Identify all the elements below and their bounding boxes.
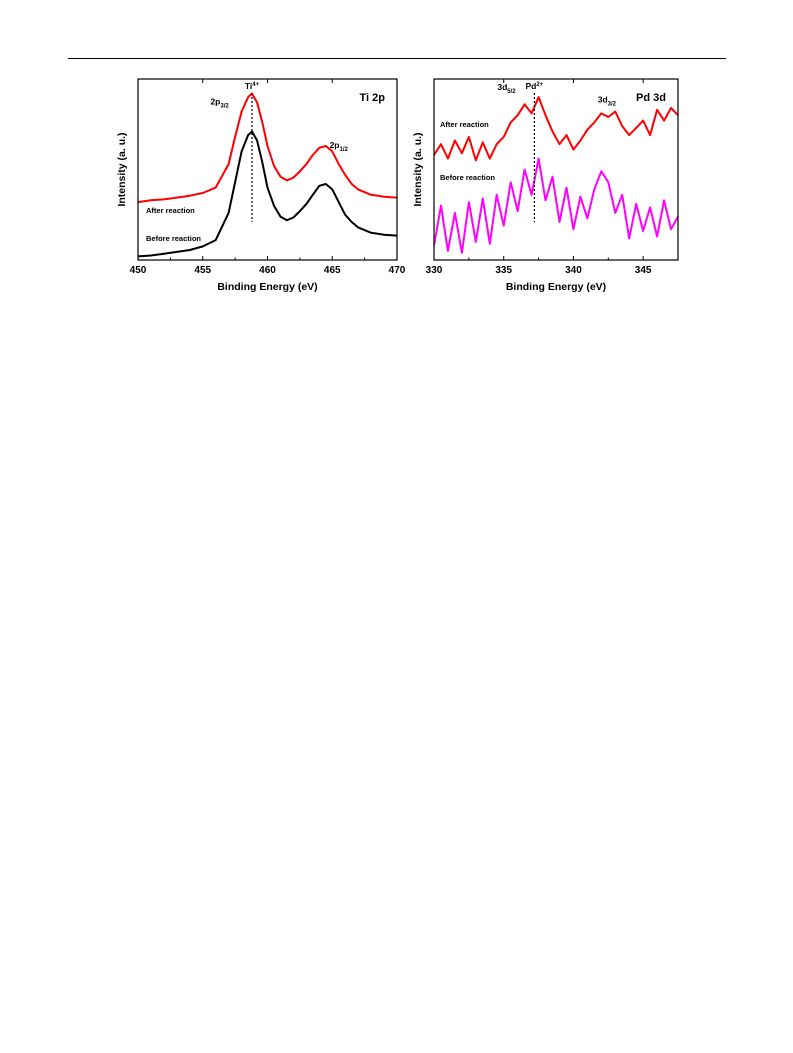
x-tick-label: 330 xyxy=(426,265,443,276)
x-tick-label: 340 xyxy=(565,265,582,276)
x-axis-title: Binding Energy (eV) xyxy=(217,281,317,293)
plot-frame xyxy=(137,78,398,261)
x-tick-label: 345 xyxy=(635,265,652,276)
series-label-after-reaction: After reaction xyxy=(146,206,195,215)
peak-annotation-3-2: 2p3/2 xyxy=(210,96,229,109)
panel-title: Pd 3d xyxy=(636,92,666,104)
chart-panel-2: After reaction Before reaction Pd2+ 3d5/2 3d… xyxy=(412,78,679,293)
x-tick-label: 465 xyxy=(324,265,341,276)
series-line-after-reaction xyxy=(433,96,679,162)
peak-annotation-3-2: 3d3/2 xyxy=(598,95,617,108)
y-axis-title: Intensity (a. u.) xyxy=(412,132,424,206)
page-header-rule xyxy=(68,58,726,59)
peak-marker-label: Ti4+ xyxy=(245,81,260,91)
peak-annotation-5-2: 3d5/2 xyxy=(497,82,516,95)
x-axis-title: Binding Energy (eV) xyxy=(506,281,606,293)
x-tick-label: 460 xyxy=(259,265,276,276)
series-line-before-reaction xyxy=(433,157,679,254)
series-line-before-reaction xyxy=(137,130,398,258)
peak-marker-label: Pd2+ xyxy=(526,81,544,91)
plot-frame xyxy=(433,78,679,261)
series-label-after-reaction: After reaction xyxy=(440,120,489,129)
x-tick-label: 470 xyxy=(389,265,406,276)
x-tick-label: 335 xyxy=(495,265,512,276)
y-axis-title: Intensity (a. u.) xyxy=(116,132,128,206)
panel-title: Ti 2p xyxy=(360,92,386,104)
x-tick-label: 450 xyxy=(130,265,147,276)
series-label-before-reaction: Before reaction xyxy=(146,234,201,243)
series-label-before-reaction: Before reaction xyxy=(440,173,495,182)
series-line-after-reaction xyxy=(137,92,398,204)
x-tick-label: 455 xyxy=(194,265,211,276)
